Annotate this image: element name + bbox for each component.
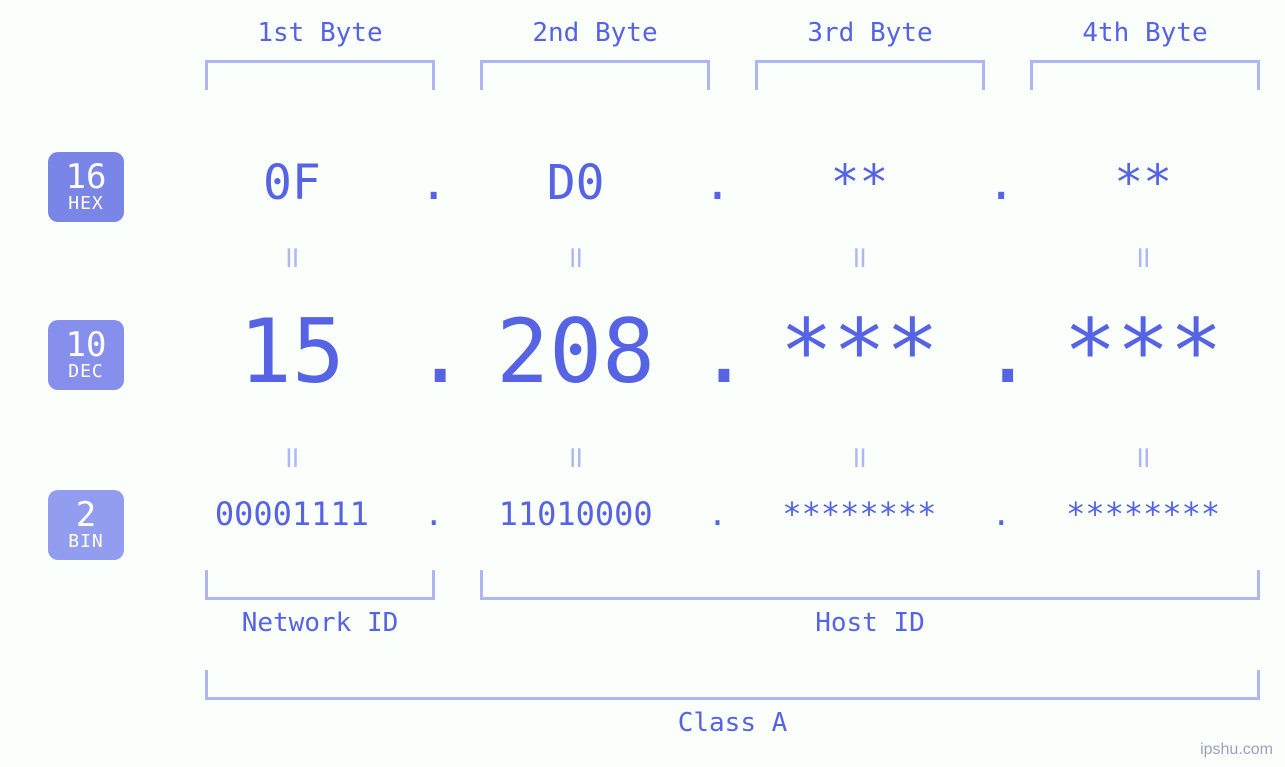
dec-byte-1: 15 xyxy=(170,300,414,403)
byte-bracket-2 xyxy=(480,60,710,90)
host-id-bracket xyxy=(480,570,1260,600)
byte-header-1: 1st Byte xyxy=(205,18,435,48)
base-badge-hex: 16 HEX xyxy=(48,152,124,222)
equals-glyph: ॥ xyxy=(738,235,982,276)
byte-header-2: 2nd Byte xyxy=(480,18,710,48)
base-badge-bin-num: 2 xyxy=(76,498,96,534)
base-badge-bin-label: BIN xyxy=(68,533,104,552)
equals-glyph: ॥ xyxy=(1021,435,1265,476)
equals-glyph: ॥ xyxy=(454,235,698,276)
watermark: ipshu.com xyxy=(1200,741,1273,759)
network-id-bracket xyxy=(205,570,435,600)
host-id-label: Host ID xyxy=(480,608,1260,638)
separator-dot: . xyxy=(981,300,1021,403)
ip-diagram: 1st Byte 2nd Byte 3rd Byte 4th Byte 16 H… xyxy=(0,0,1285,767)
base-badge-hex-num: 16 xyxy=(66,160,107,196)
byte-header-3: 3rd Byte xyxy=(755,18,985,48)
base-badge-hex-label: HEX xyxy=(68,195,104,214)
bin-byte-1: 00001111 xyxy=(170,495,414,533)
equals-row-2: ॥ ॥ ॥ ॥ xyxy=(170,435,1265,476)
base-badge-dec: 10 DEC xyxy=(48,320,124,390)
equals-glyph: ॥ xyxy=(170,435,414,476)
hex-row: 0F . D0 . ** . ** xyxy=(170,155,1265,211)
separator-dot: . xyxy=(698,155,738,211)
class-bracket xyxy=(205,670,1260,700)
equals-glyph: ॥ xyxy=(1021,235,1265,276)
separator-dot: . xyxy=(698,300,738,403)
hex-byte-4: ** xyxy=(1021,155,1265,211)
separator-dot: . xyxy=(414,300,454,403)
byte-header-4: 4th Byte xyxy=(1030,18,1260,48)
dec-row: 15 . 208 . *** . *** xyxy=(170,300,1265,403)
bin-byte-3: ******** xyxy=(738,495,982,533)
separator-dot: . xyxy=(981,155,1021,211)
hex-byte-1: 0F xyxy=(170,155,414,211)
byte-bracket-1 xyxy=(205,60,435,90)
base-badge-dec-label: DEC xyxy=(68,363,104,382)
network-id-label: Network ID xyxy=(205,608,435,638)
byte-bracket-4 xyxy=(1030,60,1260,90)
separator-dot: . xyxy=(414,155,454,211)
separator-dot: . xyxy=(698,495,738,533)
bin-byte-2: 11010000 xyxy=(454,495,698,533)
dec-byte-3: *** xyxy=(738,300,982,403)
dec-byte-4: *** xyxy=(1021,300,1265,403)
equals-glyph: ॥ xyxy=(454,435,698,476)
dec-byte-2: 208 xyxy=(454,300,698,403)
base-badge-bin: 2 BIN xyxy=(48,490,124,560)
class-label: Class A xyxy=(205,708,1260,738)
equals-glyph: ॥ xyxy=(738,435,982,476)
base-badge-dec-num: 10 xyxy=(66,328,107,364)
bin-row: 00001111 . 11010000 . ******** . *******… xyxy=(170,495,1265,533)
equals-row-1: ॥ ॥ ॥ ॥ xyxy=(170,235,1265,276)
byte-bracket-3 xyxy=(755,60,985,90)
bin-byte-4: ******** xyxy=(1021,495,1265,533)
hex-byte-2: D0 xyxy=(454,155,698,211)
hex-byte-3: ** xyxy=(738,155,982,211)
equals-glyph: ॥ xyxy=(170,235,414,276)
separator-dot: . xyxy=(414,495,454,533)
separator-dot: . xyxy=(981,495,1021,533)
